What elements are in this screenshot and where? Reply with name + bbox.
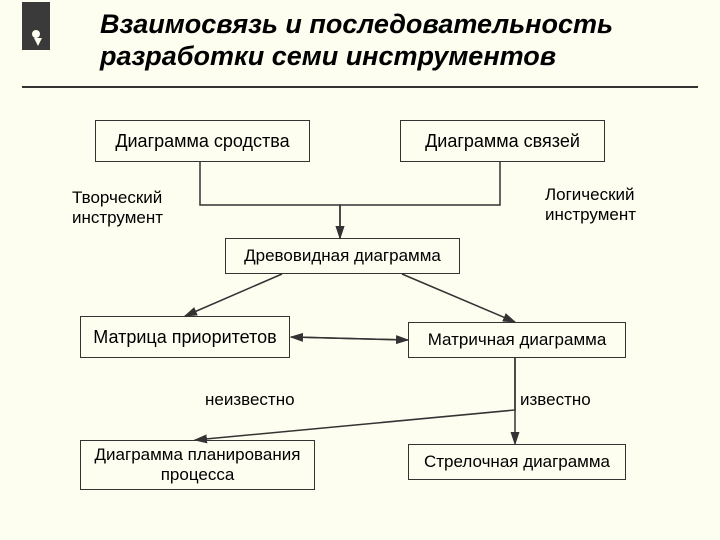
node-matrix-diagram: Матричная диаграмма (408, 322, 626, 358)
node-priority-matrix: Матрица приоритетов (80, 316, 290, 358)
node-relations-diagram: Диаграмма связей (400, 120, 605, 162)
node-arrow-diagram: Стрелочная диаграмма (408, 444, 626, 480)
node-tree-diagram: Древовидная диаграмма (225, 238, 460, 274)
slide-decoration (22, 2, 50, 50)
title-underline (22, 86, 698, 88)
node-affinity-diagram: Диаграмма сродства (95, 120, 310, 162)
node-planning-diagram: Диаграмма планирования процесса (80, 440, 315, 490)
label-logical-tool: Логический инструмент (545, 185, 665, 226)
label-creative-tool: Творческий инструмент (72, 188, 192, 229)
label-known: известно (520, 390, 640, 410)
label-unknown: неизвестно (205, 390, 325, 410)
page-title: Взаимосвязь и последовательность разрабо… (100, 8, 700, 73)
